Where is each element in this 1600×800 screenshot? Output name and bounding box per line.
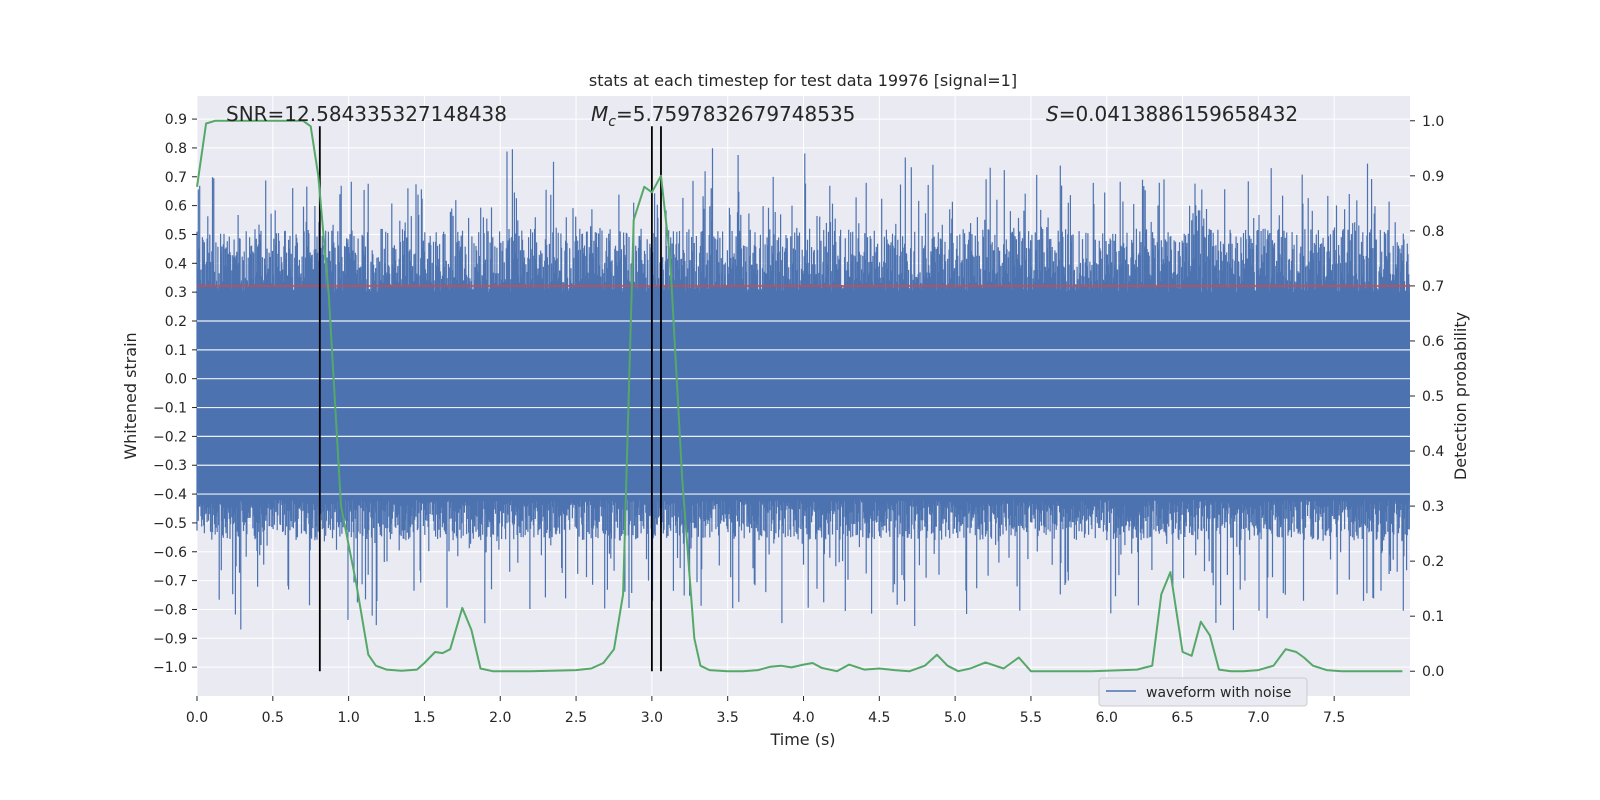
y-tick-label-left: 0.9	[165, 112, 187, 128]
x-tick-label: 6.5	[1171, 710, 1193, 726]
y-tick-label-left: −0.9	[153, 631, 187, 647]
y-tick-label-left: 0.5	[165, 227, 187, 243]
chirp-mass-symbol: M	[591, 102, 608, 126]
x-axis-label: Time (s)	[769, 730, 835, 749]
x-tick-label: 5.0	[944, 710, 966, 726]
legend: waveform with noise	[1098, 677, 1308, 707]
y-tick-label-right: 0.9	[1422, 169, 1444, 185]
x-tick-label: 7.0	[1247, 710, 1269, 726]
y-tick-label-right: 0.7	[1422, 279, 1444, 295]
s-value: =0.0413886159658432	[1059, 102, 1298, 126]
legend-label: waveform with noise	[1146, 685, 1291, 701]
y-tick-label-right: 0.2	[1422, 554, 1444, 570]
y-tick-label-right: 0.0	[1422, 664, 1444, 680]
chirp-mass-annotation: Mc=5.7597832679748535	[591, 102, 855, 130]
y-tick-label-right: 0.4	[1422, 444, 1444, 460]
y-tick-label-left: −0.2	[153, 429, 187, 445]
x-tick-label: 5.5	[1020, 710, 1042, 726]
y-tick-label-left: 0.2	[165, 314, 187, 330]
y-tick-label-left: 0.0	[165, 372, 187, 388]
y-tick-label-left: 0.8	[165, 141, 187, 157]
x-tick-label: 3.0	[641, 710, 663, 726]
y-tick-label-left: 0.7	[165, 170, 187, 186]
chirp-mass-value: =5.7597832679748535	[616, 102, 855, 126]
y-tick-label-left: −0.5	[153, 516, 187, 532]
y-tick-label-left: −0.8	[153, 602, 187, 618]
x-tick-label: 3.5	[717, 710, 739, 726]
y-axis-label-right: Detection probability	[1451, 312, 1470, 480]
y-axis-label-left: Whitened strain	[121, 332, 140, 459]
y-tick-label-right: 0.8	[1422, 224, 1444, 240]
x-tick-label: 2.5	[565, 710, 587, 726]
probability-series	[196, 119, 1403, 673]
x-tick-label: 7.5	[1323, 710, 1345, 726]
x-tick-label: 2.0	[489, 710, 511, 726]
x-tick-label: 4.0	[792, 710, 814, 726]
y-tick-label-left: −0.3	[153, 458, 187, 474]
y-tick-label-left: −0.6	[153, 545, 187, 561]
x-tick-label: 0.5	[262, 710, 284, 726]
x-tick-label: 0.0	[186, 710, 208, 726]
y-tick-label-left: −0.1	[153, 401, 187, 417]
y-tick-label-left: 0.4	[165, 256, 187, 272]
x-tick-label: 4.5	[868, 710, 890, 726]
y-tick-label-left: 0.6	[165, 199, 187, 215]
chart-title: stats at each timestep for test data 199…	[589, 71, 1017, 90]
snr-annotation: SNR=12.584335327148438	[226, 102, 507, 126]
chirp-mass-subscript: c	[608, 114, 616, 130]
y-tick-label-right: 0.1	[1422, 609, 1444, 625]
y-tick-label-right: 0.6	[1422, 334, 1444, 350]
y-tick-label-left: −0.7	[153, 574, 187, 590]
annotations: SNR=12.584335327148438 Mc=5.759783267974…	[226, 102, 1298, 130]
y-tick-label-left: −1.0	[153, 660, 187, 676]
axes: 0.0 0.5 1.0 1.5 2.0 2.5 3.0 3.5 4.0 4.5 5.0 5.5 6.0 6…	[153, 112, 1444, 726]
s-annotation: S=0.0413886159658432	[1046, 102, 1298, 126]
y-tick-label-right: 0.5	[1422, 389, 1444, 405]
waveform-body	[197, 292, 1410, 500]
x-tick-label: 6.0	[1096, 710, 1118, 726]
y-tick-label-left: −0.4	[153, 487, 187, 503]
y-tick-label-right: 0.3	[1422, 499, 1444, 515]
probability-line	[196, 119, 1403, 673]
overlay-lines	[197, 126, 1410, 672]
legend-box	[1098, 677, 1308, 707]
x-tick-label: 1.0	[337, 710, 359, 726]
waveform-series	[196, 148, 1410, 631]
y-tick-label-left: 0.1	[165, 343, 187, 359]
x-tick-label: 1.5	[413, 710, 435, 726]
y-tick-label-left: 0.3	[165, 285, 187, 301]
s-symbol: S	[1046, 102, 1059, 126]
y-tick-label-right: 1.0	[1422, 114, 1444, 130]
